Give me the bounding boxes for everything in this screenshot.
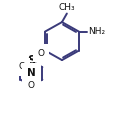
Text: O: O	[18, 62, 25, 71]
Text: O: O	[38, 49, 45, 58]
Text: CH₃: CH₃	[59, 3, 75, 12]
Text: N: N	[27, 68, 36, 78]
Text: S: S	[27, 54, 36, 67]
Text: O: O	[28, 81, 35, 90]
Text: NH₂: NH₂	[88, 27, 105, 36]
